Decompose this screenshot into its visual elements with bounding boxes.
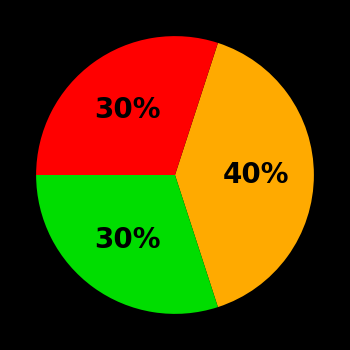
Text: 30%: 30% [94, 96, 161, 124]
Text: 30%: 30% [94, 226, 161, 254]
Wedge shape [36, 175, 218, 314]
Wedge shape [36, 36, 218, 175]
Wedge shape [175, 43, 314, 307]
Text: 40%: 40% [222, 161, 289, 189]
